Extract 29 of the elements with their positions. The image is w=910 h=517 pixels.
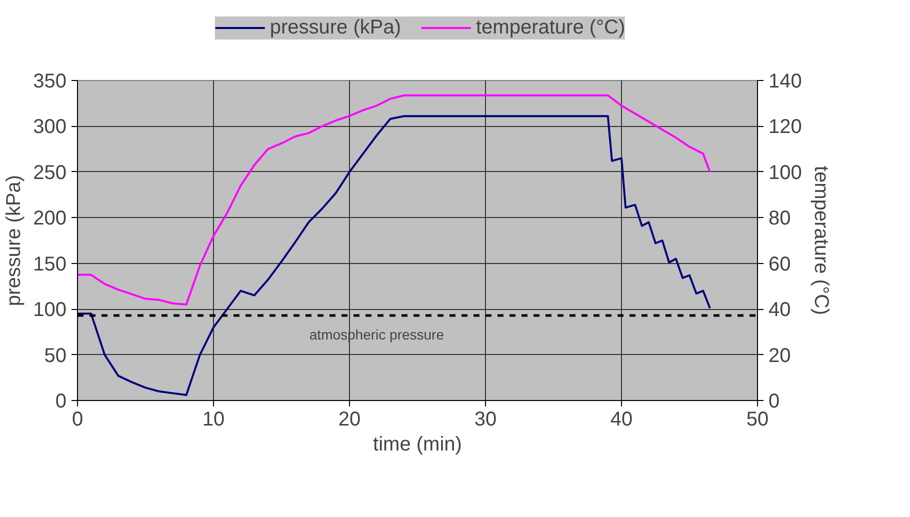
- y-tick-label: 200: [33, 208, 67, 230]
- y-tick-label: 100: [33, 299, 67, 322]
- y-tick-label: 150: [33, 253, 67, 276]
- y-axis-title: pressure (kPa): [3, 174, 26, 306]
- y-tick-label: 250: [33, 162, 67, 184]
- y2-tick-label: 140: [768, 70, 802, 92]
- y2-tick-label: 60: [768, 253, 791, 276]
- x-tick-label: 0: [72, 408, 84, 430]
- x-tick-label: 10: [202, 408, 225, 430]
- y2-tick-label: 20: [768, 344, 791, 367]
- y2-tick-label: 100: [768, 162, 802, 184]
- y2-tick-label: 40: [768, 299, 791, 322]
- x-tick-label: 20: [338, 408, 361, 430]
- x-axis-title: time (min): [373, 434, 462, 456]
- line-series: [78, 115, 711, 396]
- y-tick-label: 350: [33, 70, 67, 92]
- y-tick-label: 0: [55, 390, 66, 412]
- x-tick-label: 30: [474, 408, 497, 430]
- y2-tick-label: 80: [768, 208, 791, 230]
- legend-label: pressure (kPa): [270, 16, 401, 39]
- y-tick-label: 300: [33, 116, 67, 138]
- y2-tick-label: 120: [768, 116, 802, 138]
- y2-axis-title: temperature (°C): [810, 166, 832, 316]
- y-tick-label: 50: [44, 344, 67, 367]
- x-tick-label: 50: [746, 408, 769, 430]
- line-series: [78, 94, 711, 306]
- y2-tick-label: 0: [768, 390, 780, 412]
- x-tick-label: 40: [610, 408, 633, 430]
- legend-label: temperature (°C): [476, 16, 626, 39]
